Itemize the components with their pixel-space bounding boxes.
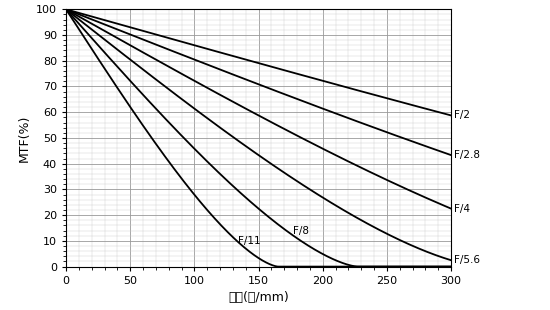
X-axis label: 頻率(條/mm): 頻率(條/mm): [228, 291, 289, 304]
Text: F/4: F/4: [454, 204, 470, 214]
Text: F/8: F/8: [293, 226, 309, 236]
Text: F/5.6: F/5.6: [454, 255, 480, 265]
Y-axis label: MTF(%): MTF(%): [18, 114, 30, 162]
Text: F/2: F/2: [454, 110, 470, 120]
Text: F/11: F/11: [238, 237, 261, 246]
Text: F/2.8: F/2.8: [454, 150, 480, 160]
